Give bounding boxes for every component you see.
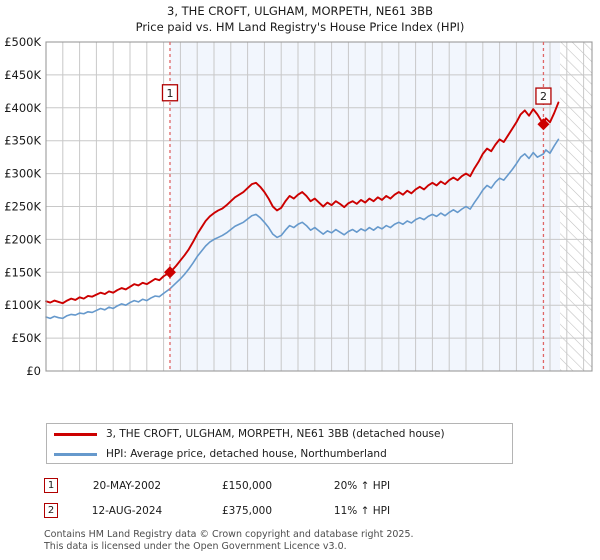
transaction-marker-badge: 1	[44, 478, 58, 493]
legend-item-property: 3, THE CROFT, ULGHAM, MORPETH, NE61 3BB …	[47, 424, 512, 444]
series-line-hpi	[45, 138, 560, 320]
chart-svg: £0 £50K £100K £150K £200K £250K £300K £350K £400…	[4, 36, 593, 376]
page-title-line1: 3, THE CROFT, ULGHAM, MORPETH, NE61 3BB	[167, 4, 433, 18]
y-axis-tick-label: £100K	[4, 298, 41, 312]
y-axis-tick-label: £0	[26, 364, 41, 376]
footer-copyright-line: Contains HM Land Registry data © Crown c…	[44, 529, 414, 540]
transactions-table: 1 20-MAY-2002 £150,000 20% ↑ HPI 2 12-AU…	[44, 473, 464, 523]
transaction-price: £150,000	[221, 479, 273, 492]
chart-legend: 3, THE CROFT, ULGHAM, MORPETH, NE61 3BB …	[46, 423, 513, 464]
y-axis-tick-label: £50K	[12, 331, 42, 345]
table-row[interactable]: 2 12-AUG-2024 £375,000 11% ↑ HPI	[44, 498, 464, 523]
legend-label-property: 3, THE CROFT, ULGHAM, MORPETH, NE61 3BB …	[106, 428, 445, 440]
transaction-marker-badge: 2	[44, 503, 58, 518]
footer-attribution: Contains HM Land Registry data © Crown c…	[44, 529, 584, 552]
chart-marker-badge-label: 2	[540, 90, 547, 103]
y-axis-tick-label: £500K	[4, 36, 41, 49]
chart-plot-area: £0 £50K £100K £150K £200K £250K £300K £350K £400…	[0, 36, 600, 376]
transaction-date: 12-AUG-2024	[91, 504, 163, 517]
legend-item-hpi: HPI: Average price, detached house, Nort…	[47, 444, 512, 464]
y-axis-tick-label: £200K	[4, 232, 41, 246]
y-axis-tick-label: £250K	[4, 200, 41, 214]
series-line-property	[45, 101, 560, 305]
y-axis-tick-label: £300K	[4, 167, 41, 181]
y-axis-tick-label: £350K	[4, 134, 41, 148]
y-axis-tick-label: £400K	[4, 101, 41, 115]
transaction-hpi-delta: 20% ↑ HPI	[333, 479, 391, 492]
transaction-point-marker[interactable]	[537, 118, 550, 131]
chart-marker-badge-label: 1	[166, 87, 173, 100]
page-title-subtitle: Price paid vs. HM Land Registry's House …	[135, 20, 465, 34]
table-row[interactable]: 1 20-MAY-2002 £150,000 20% ↑ HPI	[44, 473, 464, 498]
footer-licence-line: This data is licensed under the Open Gov…	[44, 540, 347, 552]
legend-label-hpi: HPI: Average price, detached house, Nort…	[106, 448, 387, 460]
legend-swatch-property	[54, 432, 97, 436]
y-axis-tick-label: £150K	[4, 265, 41, 279]
chart-marker-badge[interactable]	[161, 84, 179, 102]
y-axis-tick-label: £450K	[4, 68, 41, 82]
transaction-price: £375,000	[221, 504, 273, 517]
page-title: 3, THE CROFT, ULGHAM, MORPETH, NE61 3BB …	[0, 3, 600, 35]
transaction-point-marker[interactable]	[163, 266, 176, 279]
chart-marker-badge[interactable]	[535, 87, 552, 105]
transaction-hpi-delta: 11% ↑ HPI	[333, 504, 391, 517]
legend-swatch-hpi	[54, 452, 97, 456]
transaction-date: 20-MAY-2002	[92, 479, 162, 492]
